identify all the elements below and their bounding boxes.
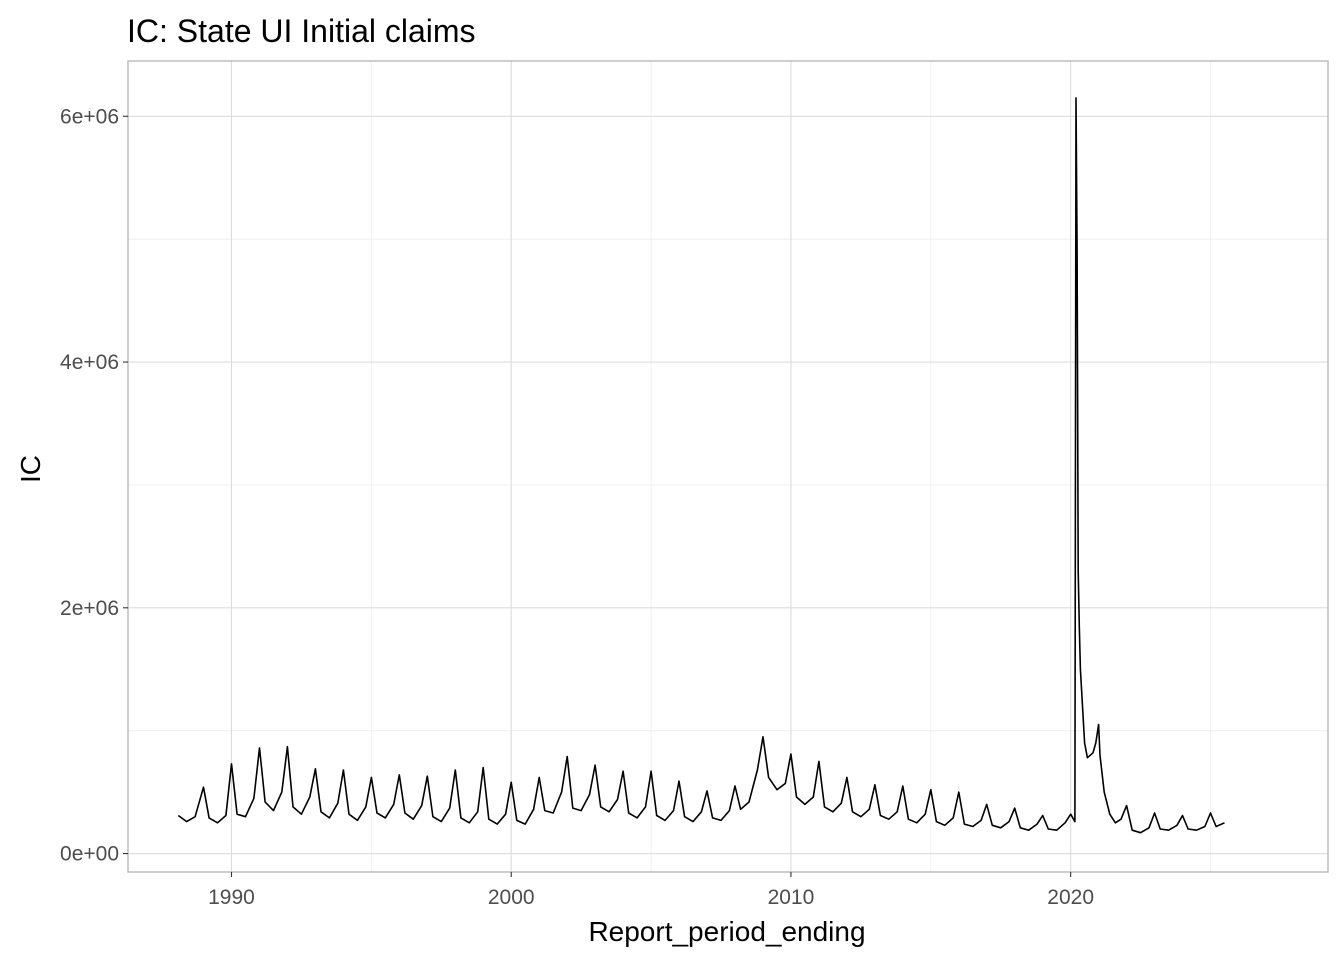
x-tick-label: 2000 (488, 886, 535, 909)
y-tick-label: 0e+00 (60, 843, 119, 866)
y-axis-ticks: 0e+00 2e+06 4e+06 6e+06 (60, 105, 128, 866)
y-axis-title: IC (15, 455, 46, 483)
x-tick-label: 2010 (768, 886, 815, 909)
plot-panel (127, 60, 1329, 873)
y-tick-label: 4e+06 (60, 351, 119, 374)
y-tick-label: 6e+06 (60, 105, 119, 128)
panel-border (127, 60, 1329, 873)
x-axis-title: Report_period_ending (588, 916, 865, 947)
x-tick-label: 1990 (208, 886, 255, 909)
y-tick-label: 2e+06 (60, 597, 119, 620)
series-line (177, 97, 1225, 834)
x-tick-label: 2020 (1047, 886, 1094, 909)
chart-title: IC: State UI Initial claims (127, 13, 476, 49)
x-axis-ticks: 1990 2000 2010 2020 (208, 872, 1094, 909)
